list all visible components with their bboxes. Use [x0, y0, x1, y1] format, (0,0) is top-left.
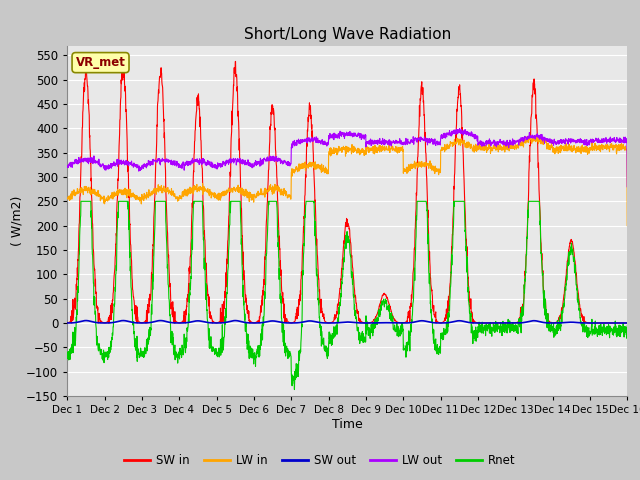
LW in	[574, 148, 582, 154]
SW out	[82, 318, 90, 324]
Rnet	[77, 198, 84, 204]
SW in	[63, 320, 71, 326]
SW in	[364, 320, 372, 326]
SW out	[623, 320, 631, 326]
LW in	[63, 195, 71, 201]
SW in	[220, 312, 227, 317]
LW out	[510, 140, 518, 145]
SW in	[376, 301, 384, 307]
SW out	[474, 320, 482, 326]
LW out	[220, 161, 227, 167]
LW out	[589, 137, 597, 143]
SW in	[511, 320, 518, 326]
Rnet	[574, 297, 582, 302]
LW out	[623, 184, 631, 190]
Title: Short/Long Wave Radiation: Short/Long Wave Radiation	[244, 27, 451, 42]
SW out	[511, 320, 518, 326]
SW in	[232, 59, 239, 64]
SW in	[590, 320, 598, 326]
Rnet	[376, 306, 384, 312]
Legend: SW in, LW in, SW out, LW out, Rnet: SW in, LW in, SW out, LW out, Rnet	[120, 449, 520, 472]
Line: LW in: LW in	[67, 134, 627, 226]
LW out	[574, 137, 582, 143]
LW out	[63, 165, 71, 170]
SW out	[220, 320, 227, 325]
Rnet	[220, 341, 227, 347]
SW out	[574, 320, 582, 325]
LW in	[364, 144, 371, 150]
SW out	[376, 320, 383, 326]
Text: VR_met: VR_met	[76, 56, 125, 69]
Rnet	[511, 324, 518, 330]
Rnet	[63, 349, 71, 355]
Line: LW out: LW out	[67, 129, 627, 187]
SW out	[590, 320, 598, 326]
Line: SW out: SW out	[67, 321, 627, 323]
SW in	[623, 320, 631, 326]
Y-axis label: ( W/m2): ( W/m2)	[10, 196, 23, 246]
Line: Rnet: Rnet	[67, 201, 627, 390]
SW in	[574, 290, 582, 296]
LW out	[376, 140, 383, 145]
LW in	[376, 149, 383, 155]
Rnet	[590, 329, 598, 335]
LW in	[532, 132, 540, 137]
X-axis label: Time: Time	[332, 418, 363, 431]
SW in	[67, 320, 75, 326]
SW out	[63, 320, 71, 326]
Rnet	[364, 327, 372, 333]
Rnet	[623, 323, 631, 329]
LW in	[510, 144, 518, 150]
Line: SW in: SW in	[67, 61, 627, 323]
SW out	[364, 320, 371, 326]
LW out	[364, 139, 371, 144]
LW out	[456, 126, 463, 132]
LW in	[589, 147, 597, 153]
LW in	[220, 192, 227, 197]
LW in	[623, 223, 631, 228]
Rnet	[291, 387, 298, 393]
